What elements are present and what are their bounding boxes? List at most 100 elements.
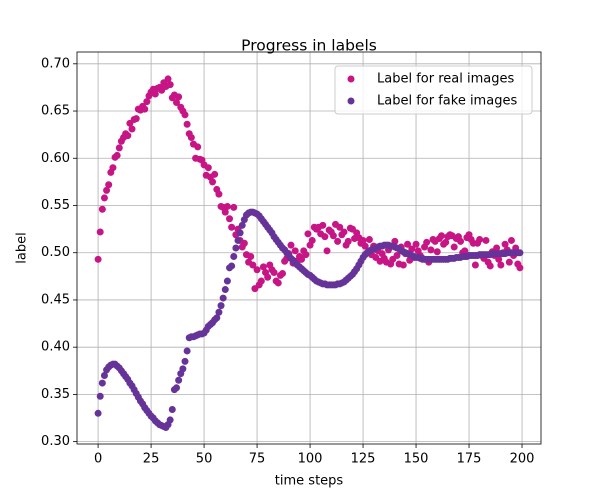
chart-title: Progress in labels [241,37,377,55]
scatter-point [181,357,189,365]
scatter-point [173,99,181,107]
x-tick-label: 50 [196,452,213,467]
x-tick-label: 0 [94,452,102,467]
scatter-point [253,266,261,274]
x-tick-label: 25 [143,452,160,467]
scatter-point [96,228,104,236]
scatter-point [236,229,244,237]
scatter-point [221,208,229,216]
scatter-point [304,230,312,238]
scatter-point [423,238,431,246]
scatter-point [94,409,102,417]
scatter-point [168,406,176,414]
y-tick-label: 0.45 [41,292,70,307]
scatter-point [427,246,435,254]
legend-label: Label for real images [377,72,514,87]
scatter-point [259,263,267,271]
scatter-point [399,261,407,269]
scatter-point [173,384,181,392]
scatter-point [501,240,509,248]
scatter-point [164,75,172,83]
x-tick-label: 200 [510,452,535,467]
y-tick-label: 0.55 [41,198,70,213]
scatter-point [412,240,420,248]
x-tick-label: 175 [457,452,482,467]
scatter-point [287,241,295,249]
y-tick-label: 0.30 [41,434,70,449]
scatter-point [226,215,234,223]
scatter-point [319,221,327,229]
scatter-point [461,247,469,255]
scatter-point [194,143,202,151]
scatter-point [505,258,513,266]
x-tick-label: 150 [404,452,429,467]
scatter-point [433,248,441,256]
legend-marker [347,75,355,83]
scatter-point [179,365,187,373]
scatter-point [507,236,515,244]
y-tick-label: 0.35 [41,387,70,402]
scatter-point [124,132,132,140]
scatter-point [240,239,248,247]
scatter-point [98,205,106,213]
scatter-point [308,236,316,244]
scatter-point [361,242,369,250]
scatter-point [238,221,246,229]
scatter-point [471,261,479,269]
scatter-point [442,238,450,246]
scatter-point [115,144,123,152]
scatter-point [183,347,191,355]
legend-box [334,65,533,115]
scatter-point [94,255,102,263]
scatter-point [344,237,352,245]
y-tick-label: 0.70 [41,56,70,71]
scatter-point [247,253,255,261]
scatter-point [302,251,310,259]
scatter-point [143,98,151,106]
scatter-point [450,243,458,251]
scatter-point [211,170,219,178]
y-tick-label: 0.65 [41,104,70,119]
scatter-point [495,255,503,263]
scatter-point [141,105,149,113]
scatter-point [230,253,238,261]
scatter-point [96,392,104,400]
scatter-point [228,223,236,231]
scatter-point [365,235,373,243]
scatter-point [321,233,329,241]
scatter-point [493,244,501,252]
x-tick-label: 125 [351,452,376,467]
scatter-point [323,247,331,255]
scatter-point [232,244,240,252]
scatter-point [113,151,121,159]
scatter-point [215,308,223,316]
scatter-point [249,261,257,269]
scatter-point [329,232,337,240]
scatter-point [209,178,217,186]
legend-label: Label for fake images [377,94,517,109]
y-tick-label: 0.50 [41,245,70,260]
scatter-point [234,236,242,244]
scatter-point [132,115,140,123]
y-tick-label: 0.40 [41,340,70,355]
scatter-point [257,277,265,285]
scatter-point [105,181,113,189]
scatter-point [128,125,136,133]
scatter-point [175,93,183,101]
scatter-point [103,186,111,194]
scatter-point [274,279,282,287]
scatter-point [359,236,367,244]
scatter-point [223,277,231,285]
scatter-point [223,202,231,210]
x-axis-label: time steps [275,474,344,489]
scatter-point [98,379,106,387]
scatter-point [279,270,287,278]
scatter-point [270,269,278,277]
scatter-point [476,235,484,243]
scatter-point [219,294,227,302]
scatter-point [230,203,238,211]
scatter-point [166,416,174,424]
scatter-point [408,245,416,253]
scatter-point [215,190,223,198]
